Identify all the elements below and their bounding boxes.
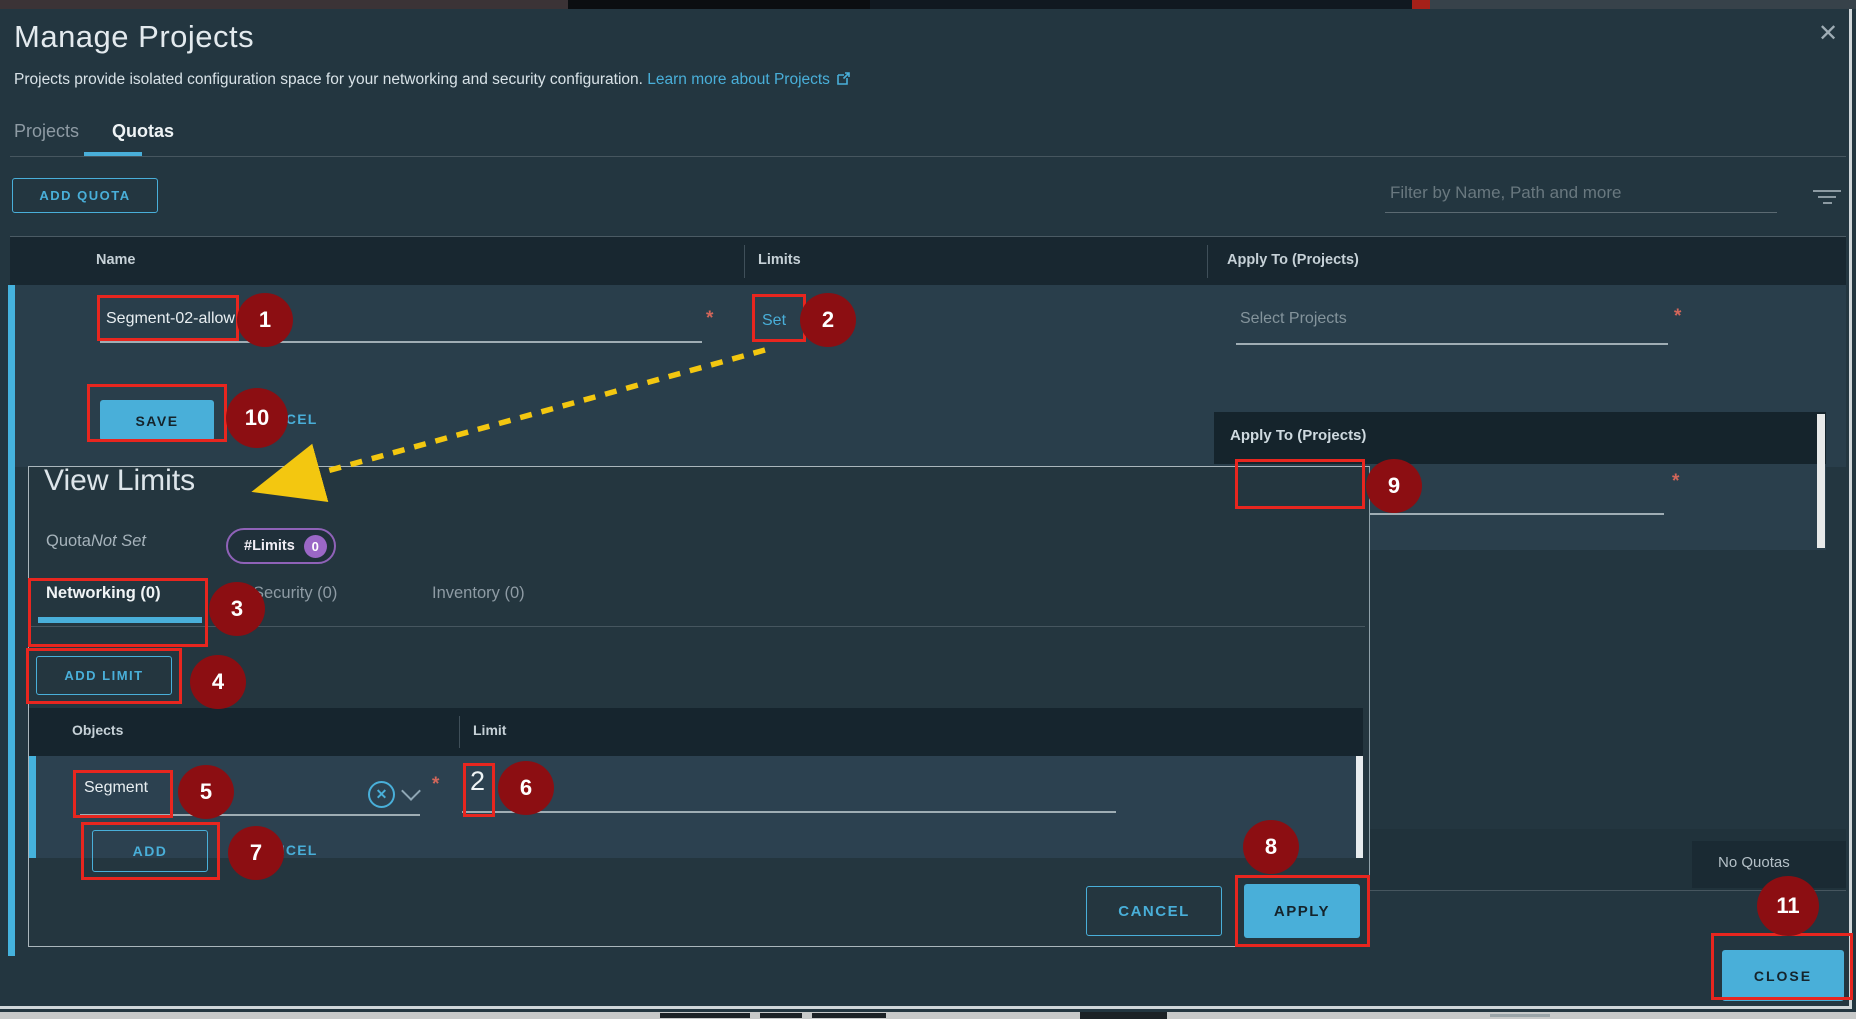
networking-tab-underline [38,617,202,623]
apply-to-dropdown-header: Apply To (Projects) [1214,412,1826,464]
required-asterisk: * [1674,306,1682,327]
tab-networking[interactable]: Networking (0) [46,584,161,602]
dialog-title: Manage Projects [14,19,255,54]
column-divider [1207,245,1208,278]
quota-value: Not Set [90,532,146,550]
limits-count-badge: #Limits 0 [226,528,336,564]
filter-input[interactable]: Filter by Name, Path and more [1390,183,1622,202]
column-header-apply-to: Apply To (Projects) [1227,252,1359,268]
add-button[interactable]: ADD [92,830,208,872]
no-quotas-text: No Quotas [1718,854,1790,871]
selected-row-accent-bar [8,285,15,956]
tab-security[interactable]: Security (0) [253,584,338,602]
save-button[interactable]: SAVE [100,400,214,441]
limit-edit-row [29,756,1363,858]
limit-value-input[interactable]: 2 [470,766,486,796]
limits-apply-button[interactable]: APPLY [1244,884,1360,938]
dialog-description: Projects provide isolated configuration … [14,71,851,91]
tab-divider [10,156,1846,157]
limits-tab-divider [29,626,1365,627]
required-asterisk: * [432,774,440,795]
required-asterisk: * [706,308,714,329]
top-chrome-strip [0,0,568,9]
limit-underline [462,811,1116,813]
filter-icon[interactable] [1812,190,1842,208]
limits-set-link[interactable]: Set [762,312,787,329]
objects-underline [80,814,420,816]
select-projects-underline [1236,343,1668,345]
active-tab-underline [84,152,142,157]
clear-selection-icon[interactable]: ✕ [368,781,395,808]
top-chrome-strip [1412,0,1430,9]
column-header-limits: Limits [758,252,801,268]
close-icon[interactable]: ✕ [1818,20,1839,47]
top-chrome-strip [1430,0,1856,9]
description-text: Projects provide isolated configuration … [14,71,643,88]
badge-label: #Limits [244,538,295,554]
quota-status: QuotaNot Set [46,532,146,551]
column-divider [459,716,460,748]
quotas-table-header [10,237,1846,285]
limits-table-header [29,708,1363,756]
dropdown-scrollbar[interactable] [1817,414,1825,548]
column-divider [744,245,745,278]
limits-table-scrollbar[interactable] [1356,756,1363,858]
add-quota-button[interactable]: ADD QUOTA [12,178,158,213]
select-projects-input[interactable]: Select Projects [1240,310,1347,327]
object-type-combobox[interactable]: Segment [84,779,149,796]
quota-name-input[interactable]: Segment-02-allow [106,310,235,327]
required-asterisk: * [1672,471,1680,492]
badge-count: 0 [303,534,327,558]
inner-cancel-link[interactable]: CANCEL [252,842,318,858]
tab-inventory[interactable]: Inventory (0) [432,584,525,602]
limits-cancel-button[interactable]: CANCEL [1086,886,1222,936]
column-header-objects: Objects [72,722,124,738]
column-header-limit: Limit [473,722,507,738]
cancel-link[interactable]: CANCEL [252,411,318,427]
add-limit-button[interactable]: ADD LIMIT [36,656,172,695]
dropdown-field-underline [1240,513,1664,515]
view-limits-title: View Limits [44,464,196,497]
selected-row-accent-bar [29,756,36,858]
external-link-icon [836,71,851,91]
column-header-name: Name [96,252,136,268]
tab-projects[interactable]: Projects [14,121,80,141]
name-input-underline [100,341,702,343]
learn-more-link[interactable]: Learn more about Projects [647,71,830,88]
top-chrome-strip [870,0,1412,9]
filter-underline [1385,212,1777,213]
close-button[interactable]: CLOSE [1722,950,1844,1001]
bottom-chrome-strip [0,1012,1856,1019]
quota-label: Quota [46,532,91,550]
top-chrome-strip [568,0,870,9]
table-top-border [10,236,1846,237]
tab-quotas[interactable]: Quotas [112,121,175,141]
